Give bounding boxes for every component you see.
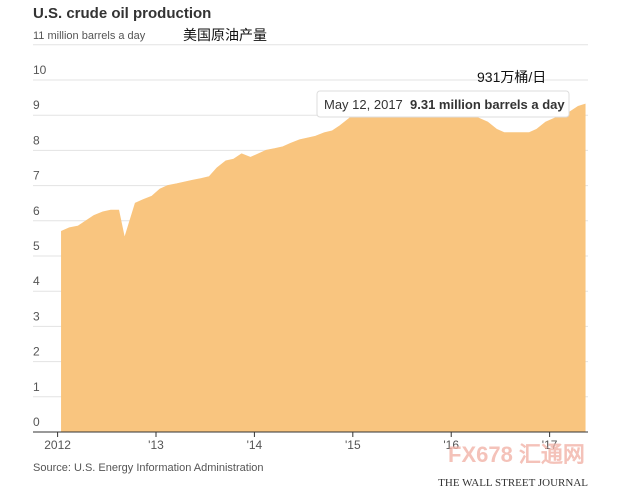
y-tick-label: 11 million barrels a day: [33, 30, 146, 42]
y-tick-label: 5: [33, 239, 40, 253]
annotation: 931万桶/日: [477, 69, 546, 85]
y-tick-label: 8: [33, 133, 40, 147]
source: Source: U.S. Energy Information Administ…: [33, 462, 264, 474]
y-tick-label: 2: [33, 345, 40, 359]
y-tick-label: 1: [33, 380, 40, 394]
y-tick-label: 6: [33, 204, 40, 218]
chart-title: U.S. crude oil production: [33, 5, 211, 22]
y-tick-label: 7: [33, 169, 40, 183]
plot: 0 1 2 3 4 5 6 7 8 9 10 11 million barrels a day 2012…: [33, 30, 588, 452]
x-tick-label: '13: [148, 438, 164, 452]
y-tick-label: 4: [33, 274, 40, 288]
y-tick-label: 0: [33, 415, 40, 429]
y-tick-label: 9: [33, 98, 40, 112]
y-tick-label: 3: [33, 309, 40, 323]
x-tick-label: '15: [345, 438, 361, 452]
watermark: FX678 汇通网: [448, 442, 585, 467]
area: [61, 97, 586, 433]
tooltip-date: May 12, 2017: [324, 97, 403, 112]
tooltip: [316, 90, 570, 118]
x-tick-label: '17: [542, 438, 558, 452]
y-tick-label: 10: [33, 63, 47, 77]
subtitle: 美国原油产量: [183, 27, 267, 43]
x-tick-label: '16: [443, 438, 459, 452]
x-tick-label: '14: [247, 438, 263, 452]
x-tick-label: 2012: [44, 438, 71, 452]
credit: THE WALL STREET JOURNAL: [438, 477, 588, 489]
tooltip-value: 9.31 million barrels a day: [410, 97, 565, 112]
